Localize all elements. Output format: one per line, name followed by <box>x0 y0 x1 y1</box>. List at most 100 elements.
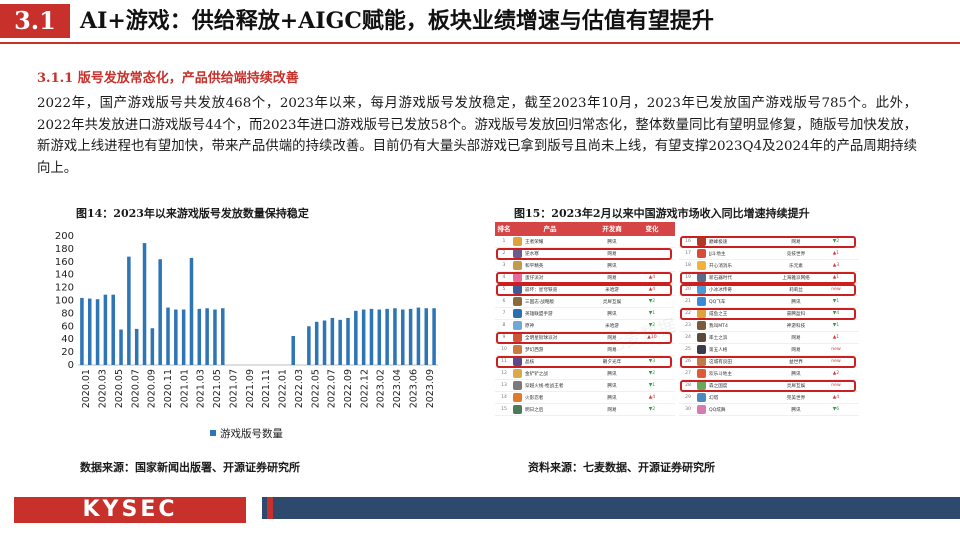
section-heading: 3.1.1 版号发放常态化，产品供给端持续改善 <box>37 71 299 86</box>
product-cell: 幻塔 <box>709 395 719 401</box>
bar <box>330 317 335 365</box>
header-developer: 开发商 <box>602 225 622 233</box>
product-cell: 明日之后 <box>525 407 544 413</box>
x-tick-label: 2020.05 <box>114 369 125 408</box>
rank-cell: 17 <box>685 251 691 256</box>
developer-cell: 灵犀互娱 <box>786 383 806 389</box>
product-cell: JJ斗地主 <box>709 251 726 257</box>
table-row: 23 我叫MT4 神游科技 ▼1 <box>679 320 859 332</box>
table-row: 22 咸鱼之王 豪腾盈科 ▼4 <box>679 308 859 320</box>
x-tick-label: 2020.07 <box>130 369 141 408</box>
product-cell: 率土之滨 <box>709 335 728 341</box>
rank-cell: 11 <box>501 359 507 364</box>
rank-cell: 14 <box>501 395 507 400</box>
game-icon <box>697 237 706 246</box>
change-cell: ▲4 <box>648 287 656 292</box>
game-icon <box>513 261 522 270</box>
rank-cell: 28 <box>685 383 691 388</box>
product-cell: 新石器时代 <box>709 275 732 281</box>
game-icon <box>697 261 706 270</box>
developer-cell: 网易 <box>607 407 617 413</box>
table-row: 16 巅峰极速 网易 ▼2 <box>679 236 859 248</box>
table-row: 14 火影忍者 腾讯 ▲4 <box>495 392 675 404</box>
developer-cell: 腾讯 <box>607 383 617 389</box>
change-cell: ▲4 <box>648 395 656 400</box>
game-icon <box>513 285 522 294</box>
ranking-column-left: 排名 产品 开发商 变化 1 王者荣耀 腾讯 2 逆水寒 网易 3 和平精英 腾讯 4 蛋仔派对 网易… <box>495 222 675 416</box>
rank-cell: 5 <box>502 287 506 292</box>
table-row: 5 崩坏：星穹铁道 米哈游 ▲4 <box>495 284 675 296</box>
table-row: 11 晶核 朝夕光年 ▼3 <box>495 356 675 368</box>
y-tick-label: 160 <box>55 257 74 268</box>
change-cell: ▼1 <box>648 311 656 316</box>
bar <box>393 308 397 365</box>
table-row: 9 全明星街球派对 网易 ▲10 <box>495 332 675 344</box>
bar <box>338 319 342 365</box>
rank-cell: 10 <box>501 347 507 352</box>
change-cell: ▼2 <box>648 323 656 328</box>
bar <box>80 297 84 365</box>
game-icon <box>697 285 706 294</box>
bar <box>361 309 366 365</box>
x-tick-label: 2023.06 <box>408 369 419 408</box>
bar <box>291 335 295 365</box>
figure15-source: 资料来源：七麦数据、开源证券研究所 <box>528 461 715 474</box>
game-icon <box>513 333 522 342</box>
table-row: 10 梦幻西游 网易 <box>495 344 675 356</box>
x-tick-label: 2023.09 <box>425 369 436 408</box>
table-row: 19 新石器时代 上海雅派网络 ▲1 <box>679 272 859 284</box>
game-icon <box>513 345 522 354</box>
bar <box>322 320 327 365</box>
header-change: 变化 <box>645 225 659 233</box>
x-tick-label: 2021.01 <box>179 369 190 408</box>
developer-cell: 乐元素 <box>789 263 803 269</box>
product-cell: 逆水寒 <box>525 251 539 257</box>
change-cell: ▲2 <box>832 371 840 376</box>
footer-accent <box>267 497 273 519</box>
rank-cell: 25 <box>685 347 691 352</box>
product-cell: 火影忍者 <box>525 395 544 401</box>
rank-cell: 30 <box>685 407 691 412</box>
y-tick-label: 140 <box>55 270 74 281</box>
rank-cell: 15 <box>501 407 507 412</box>
game-icon <box>513 381 522 390</box>
table-row: 3 和平精英 腾讯 <box>495 260 675 272</box>
game-icon <box>697 309 706 318</box>
x-tick-label: 2022.03 <box>294 369 305 408</box>
bar <box>134 328 139 365</box>
rank-cell: 6 <box>502 299 506 304</box>
y-tick-label: 200 <box>55 231 74 242</box>
bar <box>119 329 123 365</box>
developer-cell: 莉莉丝 <box>789 287 803 293</box>
product-cell: 咸鱼之王 <box>709 311 728 317</box>
table-row: 28 森之国度 灵犀互娱 new <box>679 380 859 392</box>
bar <box>314 321 319 365</box>
change-cell: ▼4 <box>832 311 840 316</box>
developer-cell: 网易 <box>607 251 617 257</box>
rank-cell: 20 <box>685 287 691 292</box>
product-cell: 全明星街球派对 <box>525 335 558 341</box>
change-cell: ▼1 <box>832 299 840 304</box>
bar <box>142 243 147 365</box>
developer-cell: 米哈游 <box>605 287 619 293</box>
table-row: 30 QQ炫舞 腾讯 ▼6 <box>679 404 859 416</box>
x-tick-label: 2022.12 <box>359 369 370 408</box>
figure14-title: 图14：2023年以来游戏版号发放数量保持稳定 <box>76 207 309 220</box>
x-tick-label: 2023.04 <box>392 369 403 408</box>
developer-cell: 腾讯 <box>791 371 801 377</box>
developer-cell: 豪腾盈科 <box>786 311 806 317</box>
bar <box>111 294 115 365</box>
product-cell: 蛋仔派对 <box>525 275 544 281</box>
change-cell: ▼3 <box>648 359 656 364</box>
x-tick-label: 2020.01 <box>81 369 92 408</box>
change-cell: ▲4 <box>832 395 840 400</box>
bar <box>416 307 421 365</box>
product-cell: 穿越火线-枪战王者 <box>525 383 564 389</box>
rank-cell: 2 <box>502 251 506 256</box>
developer-cell: 上海雅派网络 <box>782 275 810 281</box>
header-rank: 排名 <box>497 225 511 233</box>
change-cell: ▲1 <box>832 275 840 280</box>
table-row: 6 三国志·战略版 灵犀互娱 ▼2 <box>495 296 675 308</box>
bar <box>87 298 92 365</box>
